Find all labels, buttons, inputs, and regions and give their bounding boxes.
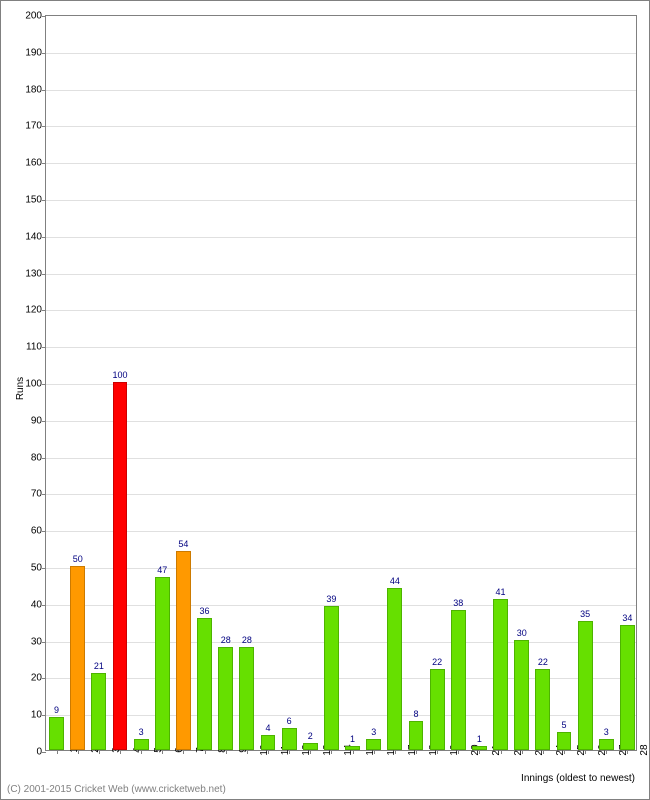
- bar-value-label: 2: [308, 731, 313, 741]
- grid-line: [46, 642, 636, 643]
- grid-line: [46, 347, 636, 348]
- y-tick-label: 110: [26, 342, 46, 353]
- y-tick-label: 40: [31, 599, 46, 610]
- bar: [197, 618, 212, 750]
- bar-value-label: 38: [453, 598, 463, 608]
- y-tick-label: 170: [25, 121, 46, 132]
- bar: [514, 640, 529, 750]
- bar-value-label: 3: [371, 727, 376, 737]
- plot-area: 0102030405060708090100110120130140150160…: [45, 15, 637, 751]
- bar-value-label: 35: [580, 609, 590, 619]
- bar-value-label: 39: [326, 594, 336, 604]
- y-tick-label: 150: [25, 195, 46, 206]
- bar: [578, 621, 593, 750]
- bar-value-label: 28: [221, 635, 231, 645]
- bar-value-label: 54: [178, 539, 188, 549]
- bar: [49, 717, 64, 750]
- y-tick-label: 20: [31, 673, 46, 684]
- grid-line: [46, 163, 636, 164]
- bar: [324, 606, 339, 750]
- bar-value-label: 22: [538, 657, 548, 667]
- x-tick-label: 28: [627, 744, 650, 755]
- bar-value-label: 1: [350, 734, 355, 744]
- bar: [239, 647, 254, 750]
- bar-value-label: 41: [496, 587, 506, 597]
- x-axis-label: Innings (oldest to newest): [521, 773, 635, 784]
- grid-line: [46, 274, 636, 275]
- grid-line: [46, 384, 636, 385]
- y-tick-label: 50: [31, 563, 46, 574]
- bar-value-label: 100: [112, 370, 127, 380]
- y-tick-label: 30: [31, 636, 46, 647]
- y-tick-label: 10: [31, 710, 46, 721]
- bar-value-label: 28: [242, 635, 252, 645]
- bar-value-label: 50: [73, 554, 83, 564]
- y-tick-label: 60: [31, 526, 46, 537]
- y-tick-label: 160: [25, 158, 46, 169]
- bar-value-label: 36: [200, 606, 210, 616]
- bar-value-label: 4: [265, 723, 270, 733]
- y-axis-label: Runs: [15, 377, 26, 400]
- grid-line: [46, 494, 636, 495]
- y-tick-label: 120: [25, 305, 46, 316]
- bar-value-label: 1: [477, 734, 482, 744]
- bar-value-label: 21: [94, 661, 104, 671]
- bar-value-label: 44: [390, 576, 400, 586]
- grid-line: [46, 126, 636, 127]
- bar-value-label: 8: [413, 709, 418, 719]
- grid-line: [46, 421, 636, 422]
- bar-value-label: 3: [139, 727, 144, 737]
- grid-line: [46, 568, 636, 569]
- y-tick-label: 100: [25, 379, 46, 390]
- y-tick-label: 130: [25, 268, 46, 279]
- bar-value-label: 34: [622, 613, 632, 623]
- bar-value-label: 47: [157, 565, 167, 575]
- bar-value-label: 30: [517, 628, 527, 638]
- grid-line: [46, 531, 636, 532]
- bar: [91, 673, 106, 750]
- bar-value-label: 22: [432, 657, 442, 667]
- bar: [620, 625, 635, 750]
- bar-value-label: 6: [287, 716, 292, 726]
- y-tick-label: 190: [25, 47, 46, 58]
- y-tick-label: 90: [31, 415, 46, 426]
- grid-line: [46, 310, 636, 311]
- bar: [176, 551, 191, 750]
- grid-line: [46, 90, 636, 91]
- bar: [535, 669, 550, 750]
- y-tick-label: 140: [25, 231, 46, 242]
- grid-line: [46, 200, 636, 201]
- y-tick-label: 200: [25, 11, 46, 22]
- y-tick-label: 70: [31, 489, 46, 500]
- bar: [493, 599, 508, 750]
- bar: [218, 647, 233, 750]
- bar-value-label: 3: [604, 727, 609, 737]
- grid-line: [46, 237, 636, 238]
- bar: [430, 669, 445, 750]
- bar: [387, 588, 402, 750]
- copyright-text: (C) 2001-2015 Cricket Web (www.cricketwe…: [7, 784, 226, 795]
- bar-value-label: 5: [561, 720, 566, 730]
- runs-bar-chart: 0102030405060708090100110120130140150160…: [0, 0, 650, 800]
- bar: [451, 610, 466, 750]
- y-tick-label: 80: [31, 452, 46, 463]
- bar-value-label: 9: [54, 705, 59, 715]
- grid-line: [46, 605, 636, 606]
- y-tick-label: 0: [36, 747, 46, 758]
- y-tick-label: 180: [25, 84, 46, 95]
- bar: [70, 566, 85, 750]
- grid-line: [46, 53, 636, 54]
- grid-line: [46, 458, 636, 459]
- bar: [155, 577, 170, 750]
- bar: [113, 382, 128, 750]
